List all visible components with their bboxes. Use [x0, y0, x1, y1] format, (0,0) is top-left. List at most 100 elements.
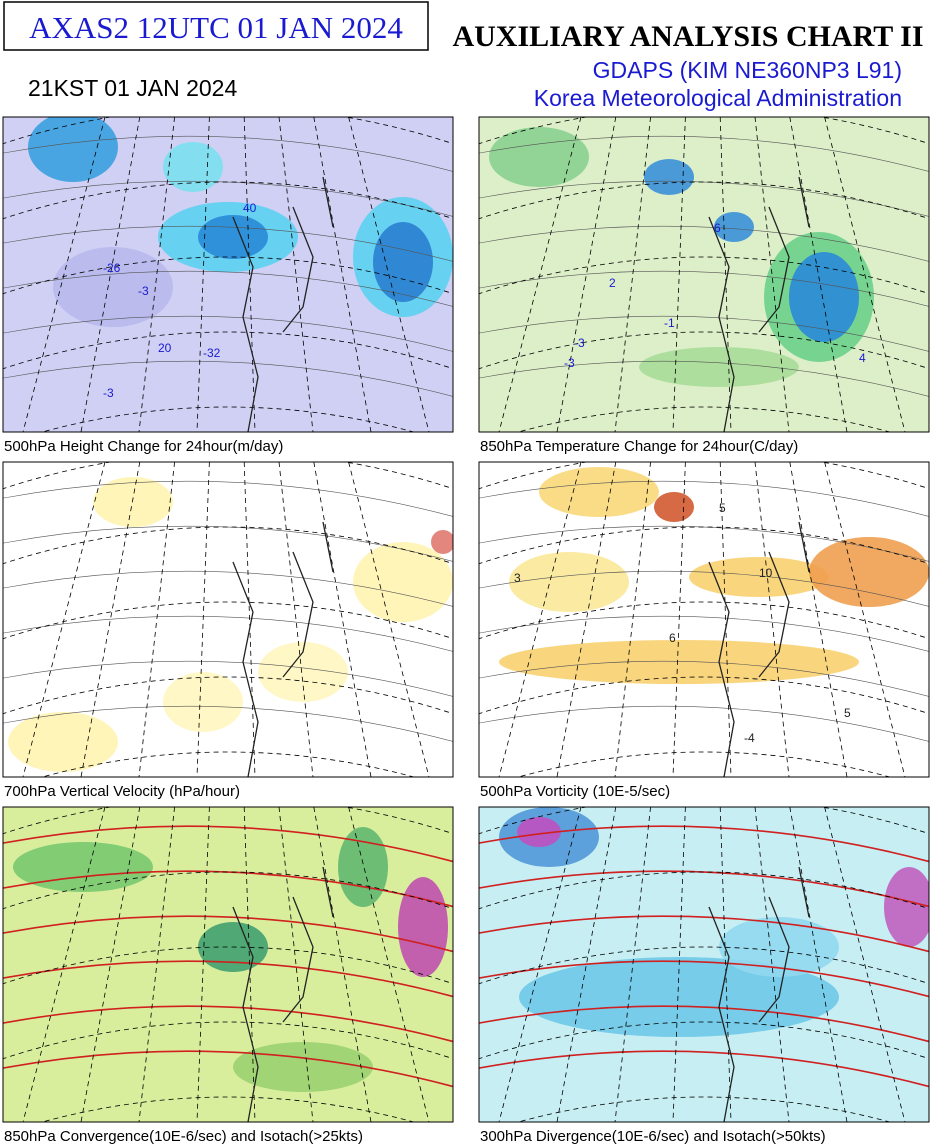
latitude-line: [3, 946, 453, 985]
contour-line: [479, 480, 929, 517]
panel-caption: 500hPa Height Change for 24hour(m/day): [4, 438, 283, 455]
longitude-line: [719, 807, 732, 1122]
contour-label: 10: [759, 566, 773, 580]
map-frame: [2, 116, 454, 433]
longitude-line: [22, 462, 106, 777]
contour-line: [3, 315, 453, 352]
field-shading: [519, 957, 839, 1037]
panel-caption: 850hPa Temperature Change for 24hour(C/d…: [480, 438, 798, 455]
contour-label: 6: [669, 631, 676, 645]
latitude-line: [479, 871, 929, 910]
latitude-line: [3, 676, 453, 715]
longitude-line: [498, 117, 582, 432]
map-frame: [478, 806, 930, 1123]
map-panel: 2 -3 6 -1 4 -3: [478, 116, 930, 433]
longitude-line: [138, 807, 175, 1122]
latitude-line: [516, 1096, 892, 1122]
chart-title: AUXILIARY ANALYSIS CHART II: [452, 20, 923, 53]
contour-line: [3, 1050, 453, 1088]
field-shading: [884, 867, 929, 947]
latitude-line: [479, 601, 929, 640]
latitude-line: [3, 117, 453, 145]
contour-label: 40: [243, 201, 257, 215]
field-shading: [431, 530, 453, 554]
latitude-line: [479, 676, 929, 715]
chart-code: AXAS2 12UTC 01 JAN 2024: [29, 10, 403, 45]
longitude-line: [498, 462, 582, 777]
map-panel: [2, 806, 454, 1123]
longitude-line: [672, 462, 686, 777]
longitude-line: [138, 462, 175, 777]
field-shading: [8, 712, 118, 772]
latitude-line: [3, 256, 453, 295]
agency: Korea Meteorological Administration: [534, 85, 902, 111]
longitude-line: [278, 807, 314, 1122]
field-shading: [398, 877, 448, 977]
map-frame: [2, 461, 454, 778]
field-shading: [353, 542, 453, 622]
map-content: 2 -3 6 -1 4 -3: [479, 117, 929, 432]
latitude-line: [3, 807, 453, 835]
map-panel: [478, 806, 930, 1123]
field-shading: [689, 557, 829, 597]
contour-label: -3: [574, 336, 585, 350]
field-shading: [258, 642, 348, 702]
contour-line: [3, 570, 453, 607]
contour-line: [479, 1005, 929, 1043]
longitude-line: [243, 807, 256, 1122]
longitude-line: [196, 462, 210, 777]
longitude-line: [278, 462, 314, 777]
longitude-line: [824, 117, 906, 432]
longitude-line: [138, 117, 175, 432]
map-panel: 3 5 10 6 -4 5: [478, 461, 930, 778]
field-shading: [809, 537, 929, 607]
panel-caption: 300hPa Divergence(10E-6/sec) and Isotach…: [480, 1128, 826, 1145]
longitude-line: [754, 462, 790, 777]
latitude-line: [479, 1021, 929, 1060]
contour-line: [479, 270, 929, 307]
contour-label: 6: [714, 221, 721, 235]
longitude-line: [22, 807, 106, 1122]
longitude-line: [672, 117, 686, 432]
field-shading: [539, 467, 659, 517]
contour-line: [479, 960, 929, 998]
field-shading: [639, 347, 799, 387]
code-box: [3, 1, 429, 51]
contour-line: [479, 135, 929, 172]
latitude-line: [3, 1021, 453, 1060]
contour-label: -4: [744, 731, 755, 745]
longitude-line: [614, 462, 651, 777]
map-frame: [478, 461, 930, 778]
longitude-line: [754, 807, 790, 1122]
latitude-line: [479, 946, 929, 985]
latitude-line: [516, 406, 892, 432]
contour-label: 4: [859, 351, 866, 365]
field-shading: [499, 640, 859, 684]
field-shading: [53, 247, 173, 327]
contour-line: [479, 615, 929, 652]
longitude-line: [243, 117, 256, 432]
latitude-line: [3, 181, 453, 220]
contour-line: [3, 705, 453, 742]
latitude-line: [40, 751, 416, 777]
longitude-line: [196, 807, 210, 1122]
latitude-line: [479, 331, 929, 370]
field-shading: [28, 117, 118, 182]
map-panel: [2, 461, 454, 778]
longitude-line: [348, 117, 430, 432]
field-shading: [163, 672, 243, 732]
contour-line: [3, 915, 453, 953]
field-shading: [509, 552, 629, 612]
contour-label: 20: [158, 341, 172, 355]
map-frame: [478, 116, 930, 433]
latitude-line: [479, 807, 929, 835]
coastline: [708, 176, 810, 432]
contour-line: [479, 360, 929, 397]
map-frame: [2, 806, 454, 1123]
latitude-line: [479, 117, 929, 145]
latitude-line: [40, 406, 416, 432]
contour-line: [479, 315, 929, 352]
map-content: [3, 807, 453, 1122]
field-shading: [789, 252, 859, 342]
